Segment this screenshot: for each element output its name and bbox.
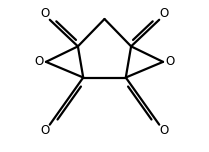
Text: O: O xyxy=(34,55,44,68)
Text: O: O xyxy=(165,55,175,68)
Text: O: O xyxy=(159,124,168,137)
Text: O: O xyxy=(159,7,168,20)
Text: O: O xyxy=(41,7,50,20)
Text: O: O xyxy=(41,124,50,137)
